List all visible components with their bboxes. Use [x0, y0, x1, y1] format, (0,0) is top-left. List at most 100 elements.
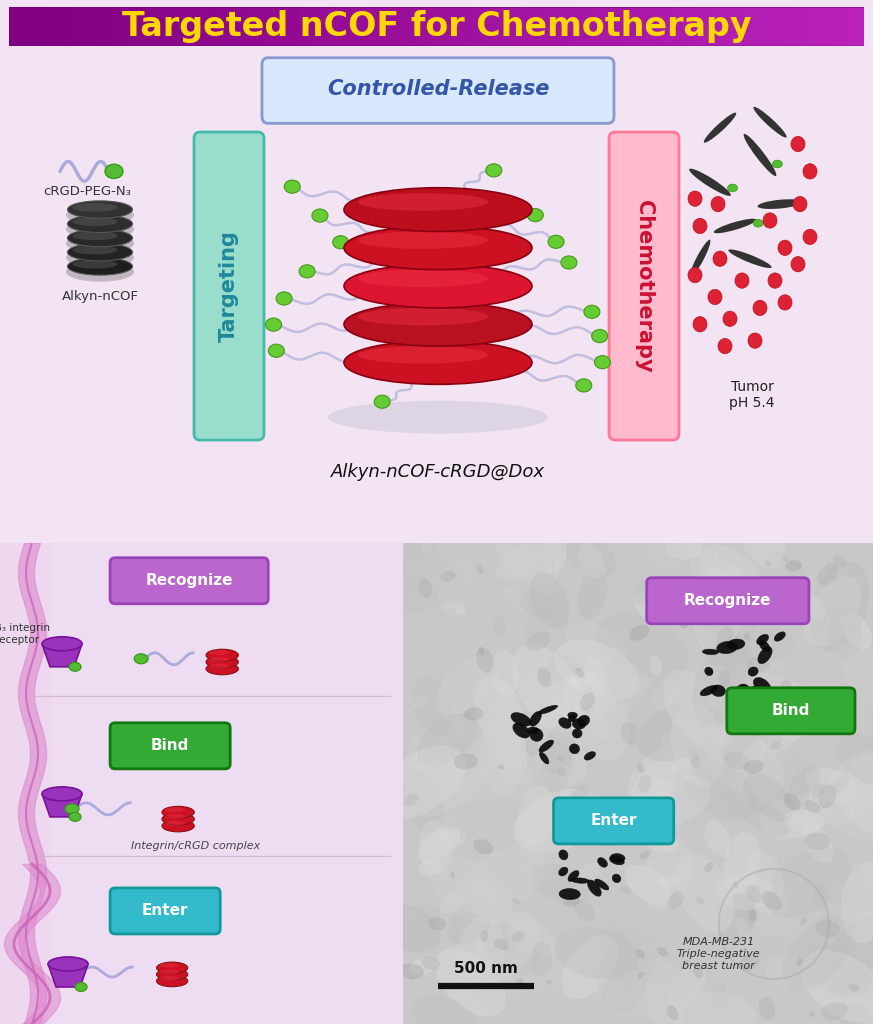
Ellipse shape [579, 666, 650, 720]
Ellipse shape [69, 663, 81, 672]
Ellipse shape [849, 983, 860, 992]
Bar [112, 7, 130, 46]
Ellipse shape [595, 879, 608, 890]
Ellipse shape [358, 308, 488, 326]
Ellipse shape [666, 665, 731, 724]
Ellipse shape [781, 717, 794, 733]
Ellipse shape [652, 674, 676, 711]
Ellipse shape [757, 862, 835, 943]
Ellipse shape [716, 874, 775, 910]
FancyBboxPatch shape [262, 57, 614, 123]
Ellipse shape [595, 613, 689, 678]
Ellipse shape [746, 804, 791, 838]
Ellipse shape [527, 727, 539, 733]
Ellipse shape [512, 932, 525, 942]
Ellipse shape [596, 809, 618, 836]
Bar [574, 7, 592, 46]
Ellipse shape [714, 219, 756, 233]
Ellipse shape [491, 501, 560, 586]
Text: αᵥβ₃ integrin
receptor: αᵥβ₃ integrin receptor [0, 623, 50, 644]
Ellipse shape [532, 863, 588, 905]
Ellipse shape [821, 801, 848, 840]
Ellipse shape [753, 678, 771, 694]
Ellipse shape [798, 943, 872, 995]
Ellipse shape [735, 626, 795, 662]
Ellipse shape [786, 560, 802, 571]
Ellipse shape [835, 733, 873, 788]
Ellipse shape [760, 888, 790, 933]
Ellipse shape [817, 563, 839, 586]
Ellipse shape [765, 559, 770, 566]
Ellipse shape [549, 690, 604, 724]
Ellipse shape [67, 229, 133, 247]
Bar [625, 7, 643, 46]
Ellipse shape [809, 562, 870, 651]
Ellipse shape [690, 240, 711, 278]
Ellipse shape [370, 902, 441, 952]
Ellipse shape [712, 982, 730, 1010]
Ellipse shape [679, 611, 691, 629]
Circle shape [708, 290, 722, 304]
Ellipse shape [548, 236, 564, 249]
Ellipse shape [567, 782, 614, 839]
Ellipse shape [541, 741, 573, 792]
Ellipse shape [265, 318, 282, 331]
Ellipse shape [798, 946, 828, 972]
Ellipse shape [829, 604, 863, 659]
Ellipse shape [72, 260, 118, 268]
Ellipse shape [358, 269, 488, 287]
Ellipse shape [375, 572, 437, 611]
Ellipse shape [67, 258, 133, 275]
Ellipse shape [842, 645, 873, 709]
Ellipse shape [819, 784, 836, 809]
Ellipse shape [737, 594, 768, 647]
Circle shape [748, 333, 762, 348]
Polygon shape [48, 964, 88, 987]
Ellipse shape [429, 918, 447, 930]
Ellipse shape [691, 755, 700, 768]
Ellipse shape [65, 804, 79, 814]
Ellipse shape [596, 833, 617, 847]
Ellipse shape [753, 106, 787, 137]
Ellipse shape [440, 570, 456, 582]
Ellipse shape [378, 745, 465, 818]
Ellipse shape [209, 656, 230, 662]
Bar [522, 7, 541, 46]
Ellipse shape [812, 944, 835, 981]
Ellipse shape [577, 571, 608, 620]
Ellipse shape [523, 958, 572, 991]
Ellipse shape [165, 821, 185, 826]
Ellipse shape [165, 807, 185, 812]
Ellipse shape [568, 715, 576, 722]
Ellipse shape [574, 900, 595, 922]
Ellipse shape [72, 203, 118, 212]
Ellipse shape [642, 777, 675, 827]
Bar [813, 7, 832, 46]
Ellipse shape [67, 201, 133, 218]
Ellipse shape [821, 1002, 848, 1020]
Ellipse shape [775, 709, 798, 724]
Ellipse shape [741, 649, 788, 680]
FancyBboxPatch shape [110, 558, 268, 604]
Ellipse shape [833, 775, 849, 793]
Ellipse shape [720, 892, 755, 945]
Ellipse shape [537, 668, 551, 687]
Ellipse shape [777, 680, 792, 701]
Circle shape [778, 295, 792, 310]
Bar [214, 7, 233, 46]
Ellipse shape [758, 200, 802, 209]
Ellipse shape [841, 612, 872, 649]
Polygon shape [114, 164, 120, 179]
Ellipse shape [538, 706, 558, 714]
Ellipse shape [768, 551, 808, 596]
Ellipse shape [796, 958, 803, 966]
Ellipse shape [527, 714, 587, 786]
Ellipse shape [631, 981, 684, 1024]
Bar [368, 7, 387, 46]
Ellipse shape [590, 656, 663, 702]
Ellipse shape [471, 911, 540, 984]
Text: Bind: Bind [772, 703, 810, 718]
Ellipse shape [753, 219, 763, 227]
Bar [197, 7, 216, 46]
Ellipse shape [705, 819, 731, 857]
